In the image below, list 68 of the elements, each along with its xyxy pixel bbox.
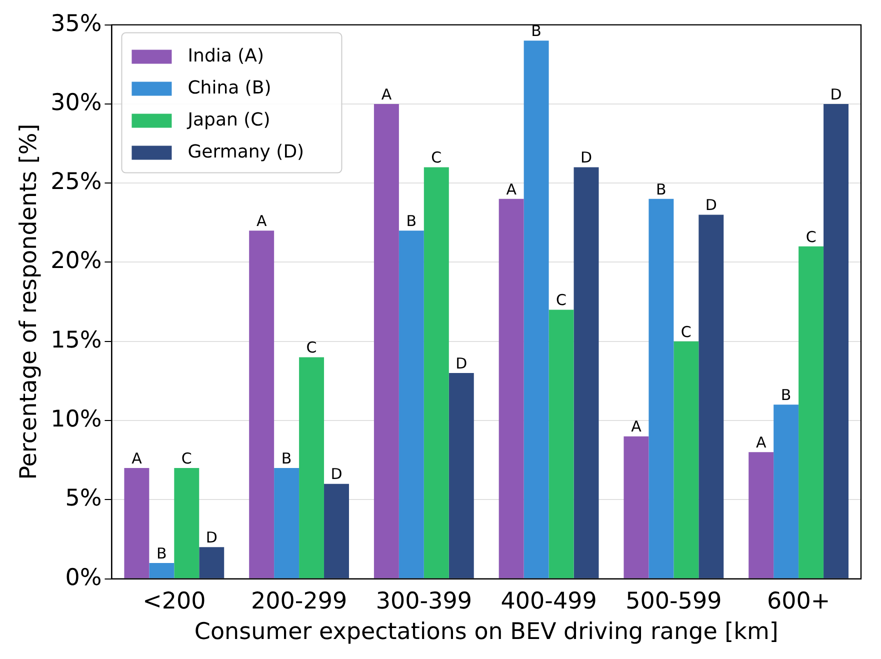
data-label: C [181, 449, 192, 468]
x-axis-title: Consumer expectations on BEV driving range [km] [194, 619, 778, 646]
bar [574, 167, 599, 578]
data-label: A [132, 449, 143, 468]
data-label: B [656, 180, 666, 198]
data-label: A [256, 212, 268, 230]
data-label: B [156, 544, 167, 562]
y-tick-label: 0% [65, 564, 102, 591]
data-label: B [406, 212, 417, 230]
y-tick-label: 20% [50, 248, 102, 274]
legend-label: India (A) [188, 45, 264, 66]
x-tick-label: 600+ [766, 588, 830, 615]
data-label: C [431, 148, 442, 167]
x-tick-label: <200 [142, 588, 206, 615]
y-tick-label: 25% [50, 169, 102, 196]
x-tick-label: 500-599 [626, 588, 722, 615]
x-tick-label: 300-399 [376, 588, 472, 615]
y-tick-label: 15% [50, 327, 102, 354]
x-tick-label: 400-499 [500, 588, 597, 615]
x-tick-label: 200-299 [250, 588, 348, 615]
bar [624, 436, 649, 578]
bar [249, 230, 274, 578]
bar [548, 310, 574, 578]
data-label: A [756, 434, 767, 452]
data-label: C [556, 291, 567, 310]
data-label: C [806, 228, 816, 246]
y-tick-label: 35% [50, 10, 102, 37]
bar [174, 468, 200, 578]
data-label: D [206, 528, 218, 547]
data-label: B [780, 386, 792, 404]
bar [398, 230, 424, 578]
legend-label: Japan (C) [186, 109, 270, 130]
bar [824, 104, 849, 578]
data-label: C [680, 322, 692, 341]
bar [324, 484, 349, 578]
data-label: D [456, 354, 468, 372]
legend-label: Germany (D) [188, 141, 304, 162]
bar [299, 357, 324, 578]
y-tick-label: 30% [50, 90, 102, 116]
data-label: A [381, 85, 392, 104]
y-axis-title: Percentage of respondents [%] [16, 124, 42, 480]
data-label: D [330, 465, 342, 484]
legend-label: China (B) [188, 77, 272, 98]
bar [748, 452, 774, 578]
data-label: A [631, 418, 642, 436]
bar [199, 547, 224, 578]
bar [448, 373, 474, 578]
bar [774, 404, 799, 578]
data-label: A [506, 180, 518, 198]
bar [798, 246, 824, 578]
bar [498, 198, 524, 578]
y-tick-label: 5% [65, 486, 102, 512]
data-label: B [531, 22, 542, 40]
bar [424, 167, 449, 578]
data-label: D [580, 148, 592, 167]
bar [674, 341, 699, 578]
bar [149, 562, 174, 578]
bar [648, 198, 674, 578]
bar [698, 214, 724, 578]
data-label: D [830, 85, 842, 104]
data-label: C [306, 338, 317, 357]
bar [524, 40, 549, 578]
bar [274, 468, 300, 578]
data-label: D [705, 196, 717, 214]
data-label: B [281, 449, 292, 468]
bar [374, 104, 399, 578]
bar [124, 468, 150, 578]
y-tick-label: 10% [50, 406, 102, 432]
